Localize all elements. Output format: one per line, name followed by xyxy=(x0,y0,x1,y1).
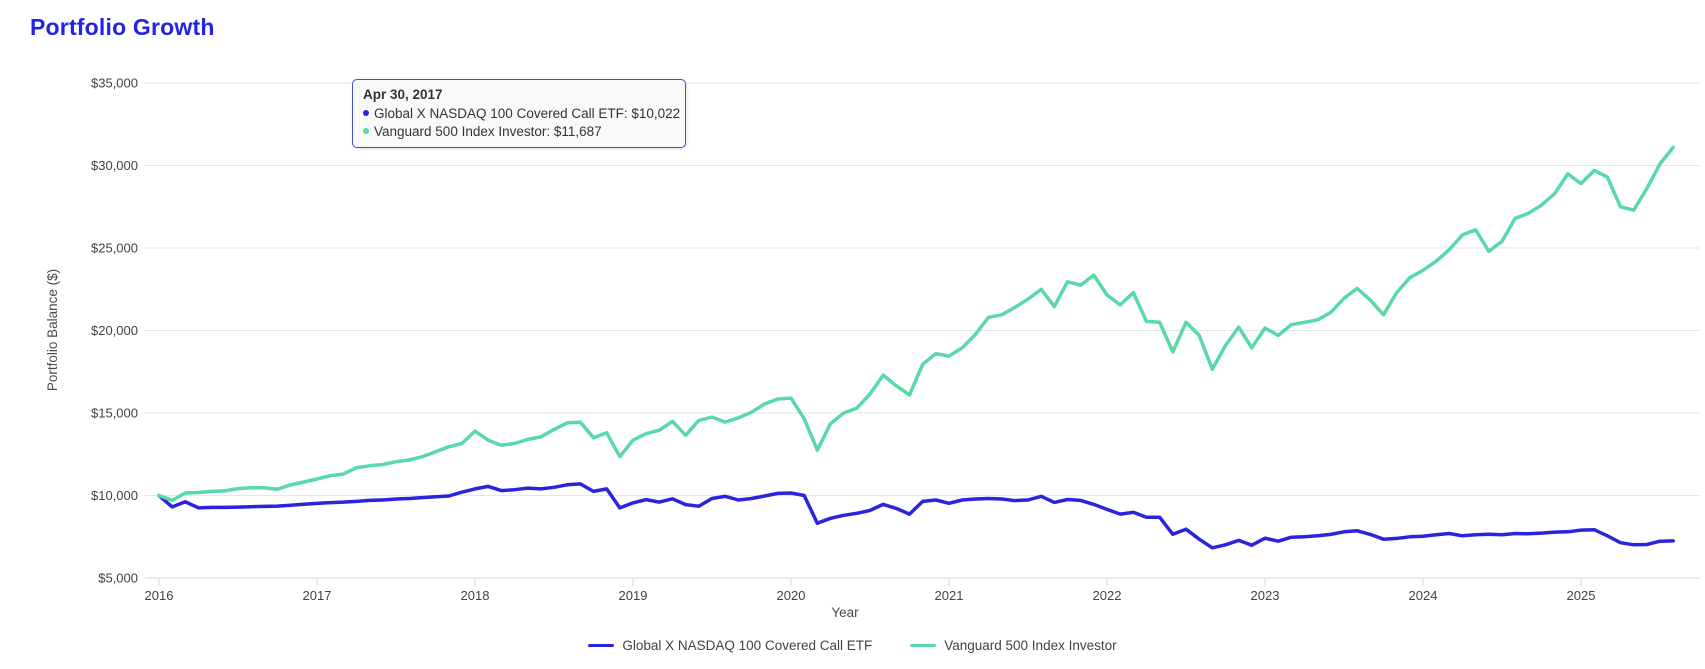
legend-label: Vanguard 500 Index Investor xyxy=(944,638,1117,653)
legend-label: Global X NASDAQ 100 Covered Call ETF xyxy=(622,638,873,653)
x-tick-label: 2020 xyxy=(777,588,806,603)
x-tick-label: 2024 xyxy=(1409,588,1438,603)
y-tick-label: $5,000 xyxy=(98,571,138,586)
y-axis-title: Portfolio Balance ($) xyxy=(45,269,60,391)
legend-dash-icon xyxy=(588,643,615,648)
legend-dash-icon xyxy=(910,643,937,648)
series-line-1[interactable] xyxy=(157,145,1675,503)
x-tick-label: 2017 xyxy=(303,588,332,603)
chart-tooltip: Apr 30, 2017 Global X NASDAQ 100 Covered… xyxy=(352,79,686,149)
legend-item-1[interactable]: Vanguard 500 Index Investor xyxy=(910,638,1117,653)
page-title: Portfolio Growth xyxy=(30,14,215,40)
tooltip-rows: Global X NASDAQ 100 Covered Call ETF: $1… xyxy=(363,105,680,141)
x-tick-label: 2023 xyxy=(1251,588,1280,603)
series-line-0[interactable] xyxy=(157,482,1675,550)
x-tick-label: 2022 xyxy=(1093,588,1122,603)
chart-legend: Global X NASDAQ 100 Covered Call ETF Vang… xyxy=(0,638,1705,653)
tooltip-bullet-icon xyxy=(363,127,369,134)
y-tick-label: $35,000 xyxy=(91,76,138,91)
tooltip-bullet-icon xyxy=(363,109,369,116)
y-tick-label: $10,000 xyxy=(91,488,138,503)
tooltip-row-0: Global X NASDAQ 100 Covered Call ETF: $1… xyxy=(363,105,680,123)
y-tick-label: $20,000 xyxy=(91,323,138,338)
y-tick-label: $25,000 xyxy=(91,241,138,256)
legend-item-0[interactable]: Global X NASDAQ 100 Covered Call ETF xyxy=(588,638,872,653)
tooltip-date: Apr 30, 2017 xyxy=(363,87,443,102)
x-tick-label: 2018 xyxy=(461,588,490,603)
x-tick-label: 2025 xyxy=(1567,588,1596,603)
tooltip-row-text: Global X NASDAQ 100 Covered Call ETF: $1… xyxy=(374,105,681,121)
y-tick-label: $15,000 xyxy=(91,406,138,421)
x-tick-label: 2021 xyxy=(935,588,964,603)
tooltip-row-1: Vanguard 500 Index Investor: $11,687 xyxy=(363,123,675,141)
x-tick-label: 2019 xyxy=(619,588,648,603)
x-axis-title: Year xyxy=(831,605,859,620)
tooltip-row-text: Vanguard 500 Index Investor: $11,687 xyxy=(374,123,602,139)
y-tick-label: $30,000 xyxy=(91,158,138,173)
x-tick-label: 2016 xyxy=(145,588,174,603)
